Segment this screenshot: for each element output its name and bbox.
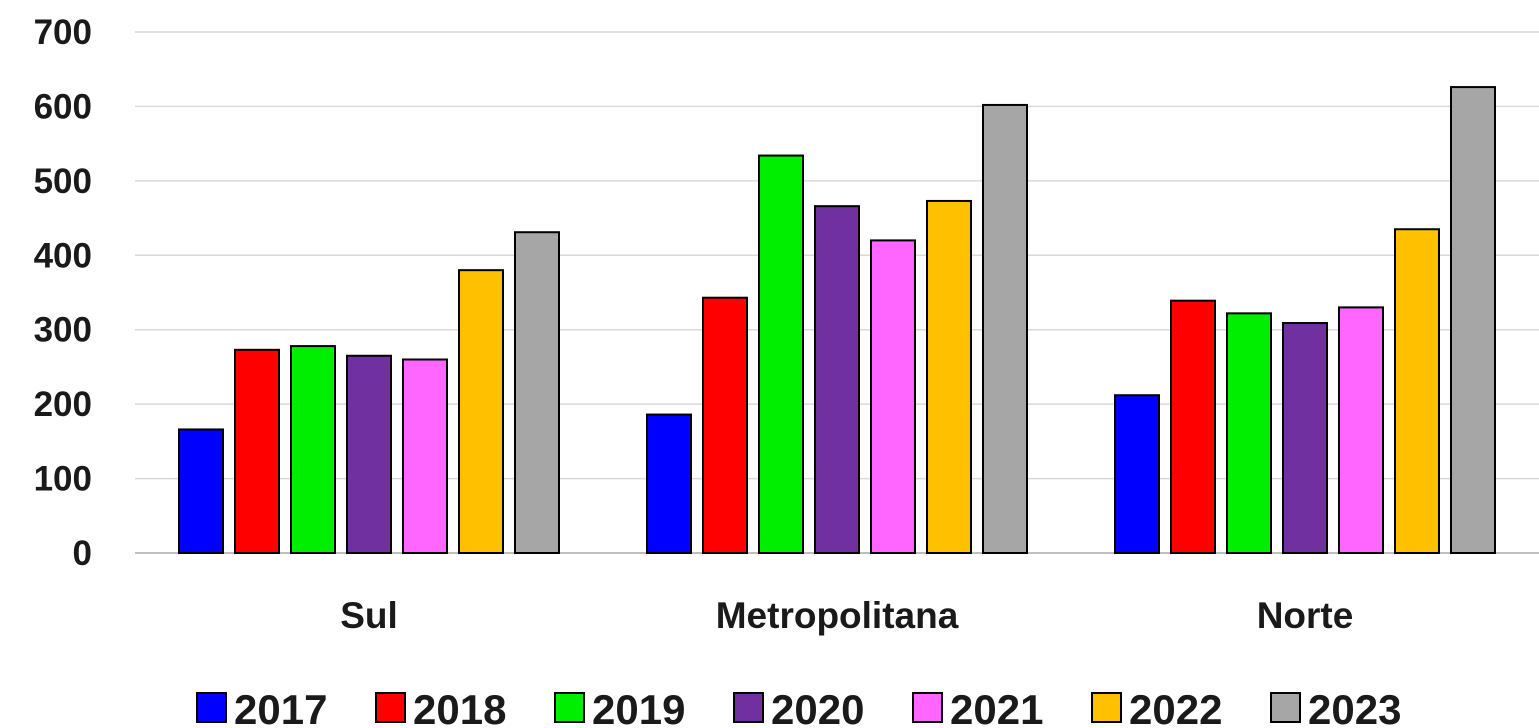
bar [927,201,971,553]
legend-swatch [376,693,405,722]
legend-label: 2018 [413,686,506,728]
y-tick-label: 100 [34,460,92,499]
legend: 2017 2018 2019 2020 2021 2022 2023 [197,686,1401,728]
bar [759,156,803,553]
bar [815,206,859,553]
x-tick-label: Metropolitana [716,595,959,636]
bar [515,232,559,553]
bar [1171,301,1215,553]
legend-swatch [913,693,942,722]
bar [459,270,503,553]
legend-label: 2022 [1129,686,1222,728]
bar [1115,395,1159,553]
legend-swatch [734,693,763,722]
y-axis: 0 100 200 300 400 500 600 700 [34,13,92,573]
legend-label: 2023 [1308,686,1401,728]
legend-label: 2019 [592,686,685,728]
bar [403,359,447,553]
y-tick-label: 500 [34,162,92,201]
legend-label: 2021 [950,686,1043,728]
x-axis: Sul Metropolitana Norte [340,595,1353,636]
bar [647,415,691,553]
y-tick-label: 700 [34,13,92,52]
x-tick-label: Norte [1257,595,1354,636]
bar [235,350,279,553]
bar [983,105,1027,553]
bars [179,87,1495,553]
bar [1339,307,1383,553]
y-tick-label: 600 [34,87,92,126]
legend-swatch [555,693,584,722]
legend-swatch [1092,693,1121,722]
bar [1227,313,1271,553]
bar [291,346,335,553]
y-tick-label: 300 [34,311,92,350]
bar [1283,323,1327,553]
y-tick-label: 200 [34,385,92,424]
legend-swatch [197,693,226,722]
bar [871,240,915,553]
bar [347,356,391,553]
bar [1451,87,1495,553]
bar [703,298,747,553]
bar [1395,229,1439,553]
y-tick-label: 400 [34,236,92,275]
legend-swatch [1271,693,1300,722]
bar [179,429,223,553]
legend-label: 2017 [234,686,327,728]
x-tick-label: Sul [340,595,398,636]
legend-label: 2020 [771,686,864,728]
y-tick-label: 0 [73,534,92,573]
